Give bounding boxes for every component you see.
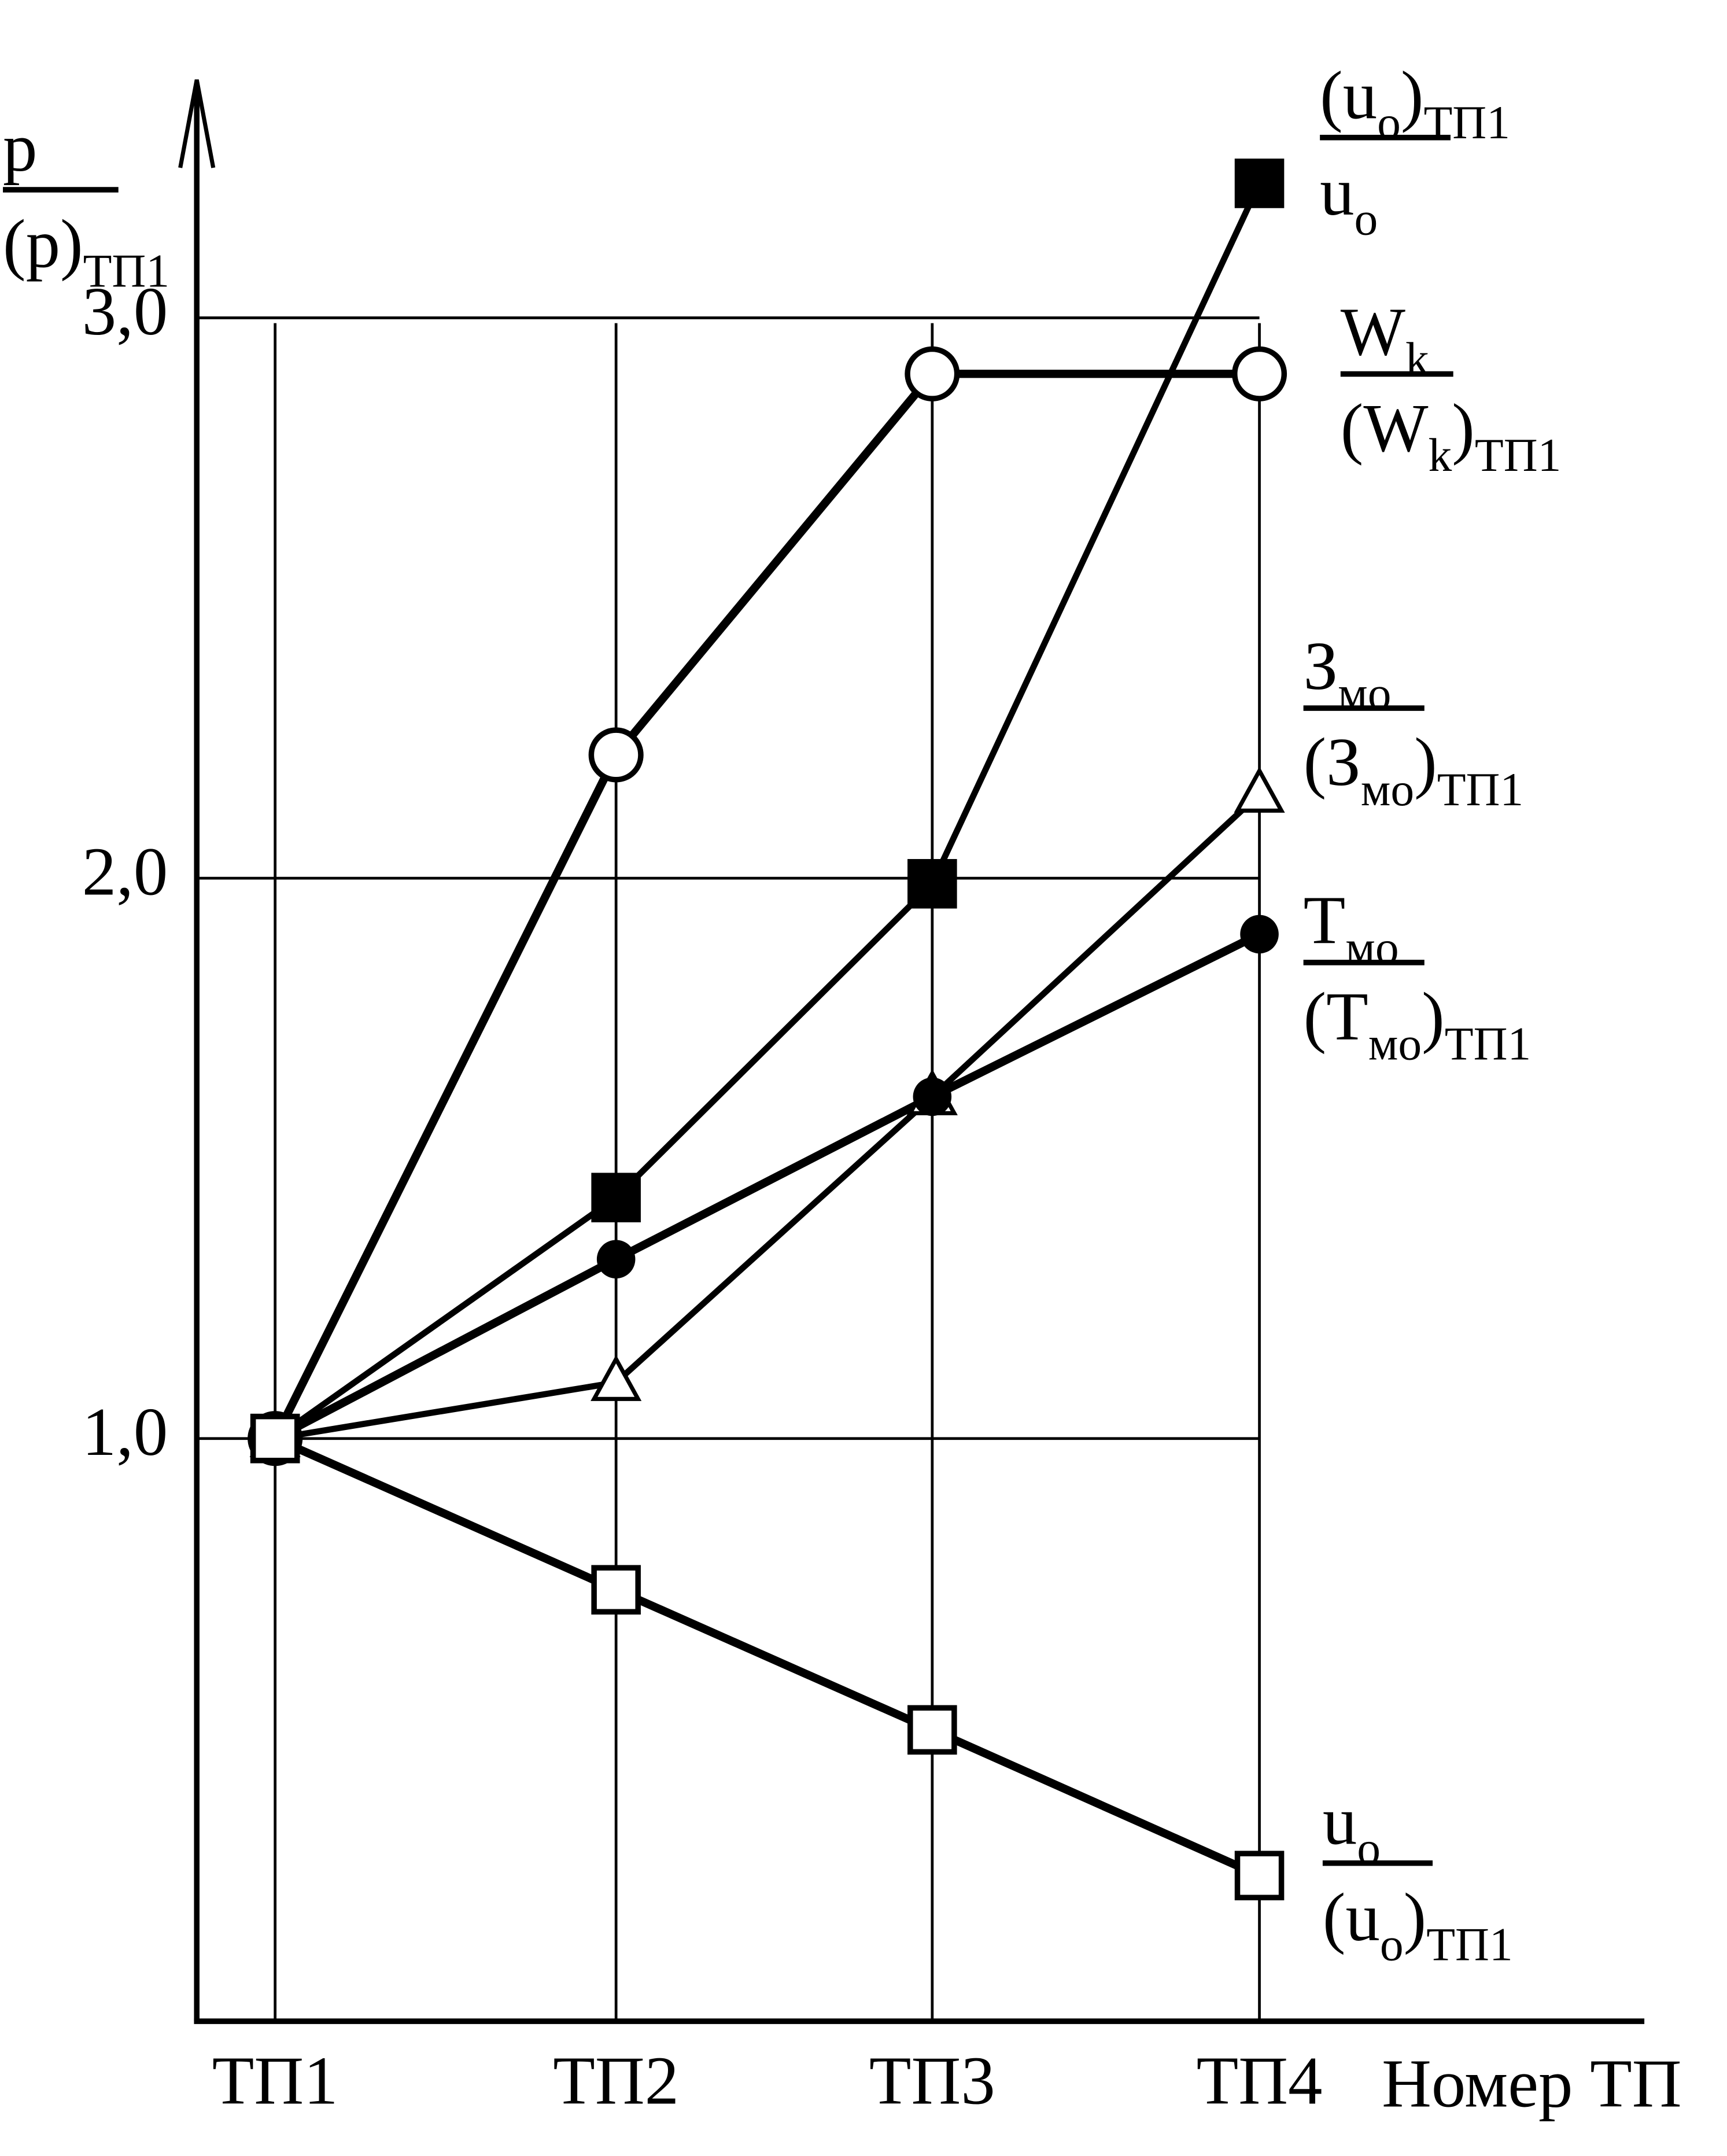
marker (913, 1077, 952, 1116)
subscript: ТП1 (1423, 96, 1510, 149)
subscript: мо (1368, 1018, 1422, 1070)
text-run: T (1304, 882, 1346, 959)
fraction-part: (p)ТП1 (3, 205, 169, 297)
text-run: (T (1304, 978, 1368, 1055)
series-line (273, 1435, 1261, 1879)
text-run: З (1304, 628, 1338, 704)
text-run: (p) (3, 205, 83, 282)
subscript: мо (1361, 763, 1414, 816)
text-run: ) (1401, 57, 1424, 133)
subscript: мо (1345, 921, 1398, 974)
text-run: W (1341, 293, 1405, 370)
text-run: p (3, 109, 37, 186)
x-axis-label: Номер ТП (1382, 2045, 1681, 2121)
marker (1234, 766, 1285, 813)
text-run: ) (1404, 1879, 1427, 1955)
y-axis-arrow (178, 79, 216, 168)
subscript: k (1405, 333, 1429, 385)
series-line (274, 791, 1262, 1442)
marker (591, 1173, 641, 1222)
y-tick-label: 3,0 (82, 273, 168, 349)
fraction-part: (uo)ТП1 (1323, 1879, 1513, 1971)
marker (1234, 159, 1285, 208)
series-line (273, 930, 1261, 1443)
text-run: ) (1452, 390, 1475, 466)
text-run: ) (1414, 724, 1437, 800)
text-run: (u (1323, 1879, 1380, 1955)
text-run: ) (1422, 978, 1445, 1055)
text-run: u (1320, 153, 1354, 230)
marker (905, 346, 960, 401)
fraction-part: (Wk)ТП1 (1341, 390, 1562, 482)
subscript: ТП1 (1475, 429, 1562, 481)
marker (1240, 915, 1279, 954)
subscript: ТП1 (83, 245, 170, 297)
subscript: k (1429, 429, 1452, 481)
text-run: (u (1320, 57, 1377, 133)
marker (907, 858, 957, 909)
marker (596, 1240, 636, 1279)
fraction-part: uo (1320, 153, 1378, 245)
subscript: ТП1 (1426, 1918, 1513, 1970)
subscript: o (1357, 1822, 1381, 1874)
subscript: o (1355, 192, 1378, 245)
x-tick-label: ТП2 (553, 2043, 679, 2119)
series-line (273, 182, 1263, 1442)
marker (907, 1705, 957, 1755)
text-run: u (1323, 1782, 1357, 1859)
subscript: o (1380, 1918, 1404, 1970)
subscript: o (1377, 96, 1401, 149)
fraction-part: (Tмо)ТП1 (1304, 978, 1532, 1070)
x-tick-label: ТП1 (212, 2043, 338, 2119)
marker (588, 727, 644, 783)
marker (1234, 1851, 1285, 1901)
x-tick-label: ТП4 (1197, 2043, 1323, 2119)
marker (591, 1565, 641, 1615)
marker (591, 1355, 642, 1401)
text-run: (W (1341, 390, 1429, 466)
fraction-part: p (3, 109, 37, 186)
fraction-part: (Змо)ТП1 (1304, 724, 1524, 816)
marker (1232, 346, 1287, 401)
series-line (271, 370, 1260, 1440)
y-tick-label: 2,0 (82, 834, 168, 910)
subscript: мо (1338, 666, 1391, 719)
y-tick-label: 1,0 (82, 1394, 168, 1470)
marker (250, 1413, 300, 1464)
text-run: (З (1304, 724, 1361, 800)
x-tick-label: ТП3 (869, 2043, 995, 2119)
fraction-part: uo (1323, 1782, 1381, 1874)
subscript: ТП1 (1445, 1018, 1532, 1070)
subscript: ТП1 (1437, 763, 1524, 816)
